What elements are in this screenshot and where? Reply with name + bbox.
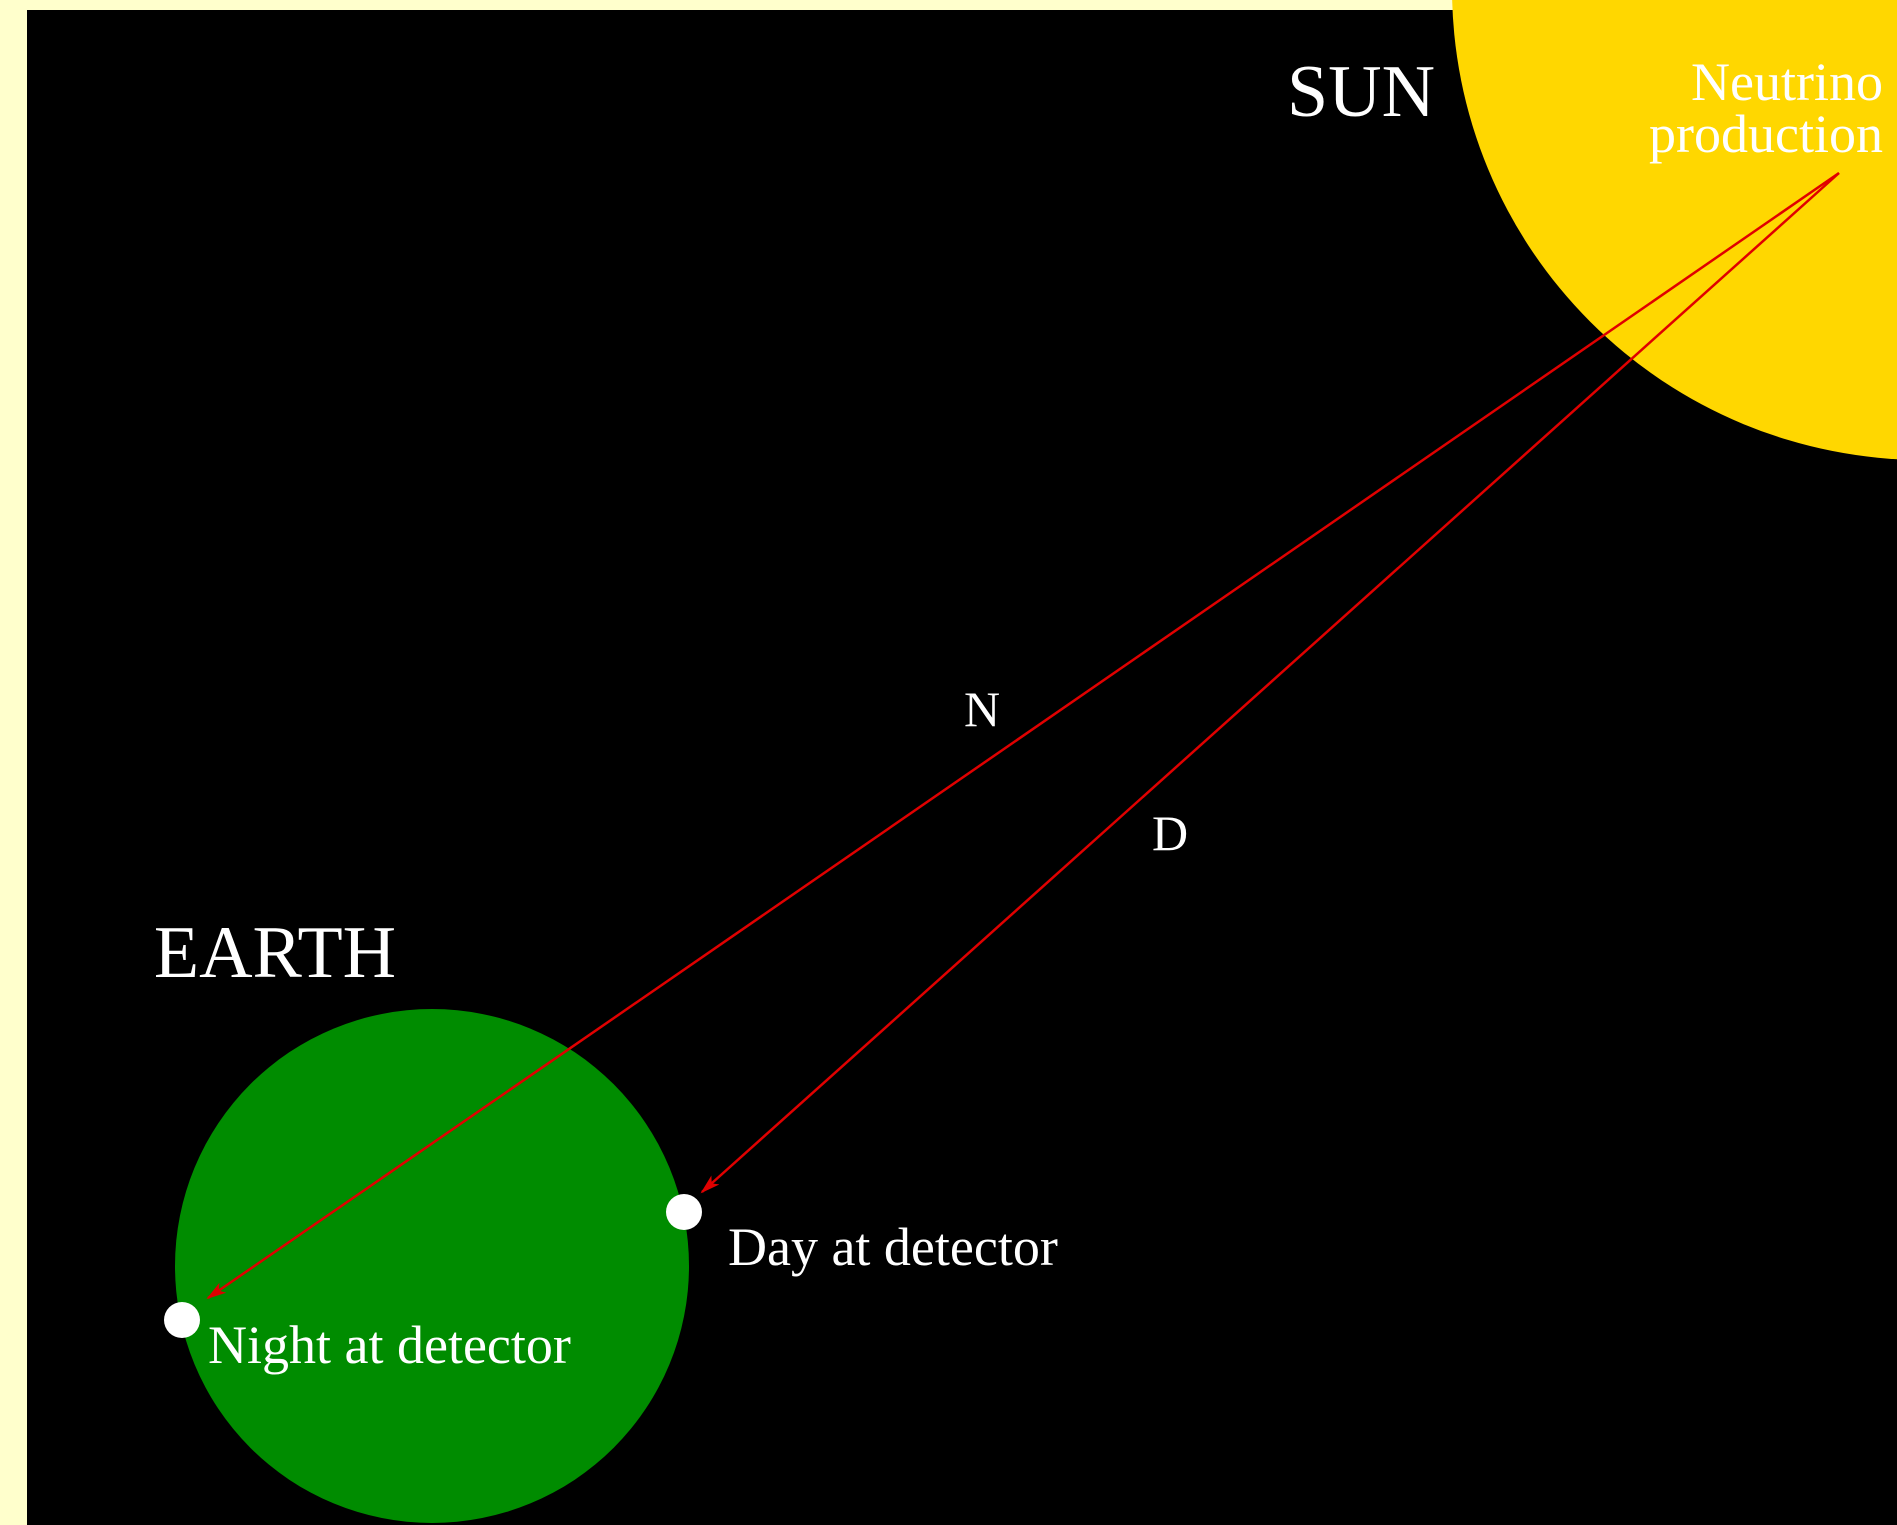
page: {"labels": {"sun": "SUN", "source_line1"… (0, 0, 1897, 1525)
day-path-label: D (1152, 805, 1188, 861)
diagram: SUN Neutrino production N D EARTH Day at… (0, 0, 1897, 1525)
earth-label: EARTH (154, 912, 396, 994)
day-detector (666, 1194, 702, 1230)
earth (175, 1009, 689, 1523)
night-detector (164, 1302, 200, 1338)
source-label: production (1649, 104, 1883, 164)
sun-label: SUN (1287, 51, 1435, 133)
source-label: Neutrino (1691, 52, 1883, 112)
night-label: Night at detector (208, 1315, 571, 1375)
day-label: Day at detector (728, 1217, 1058, 1277)
night-path-label: N (964, 681, 1000, 737)
